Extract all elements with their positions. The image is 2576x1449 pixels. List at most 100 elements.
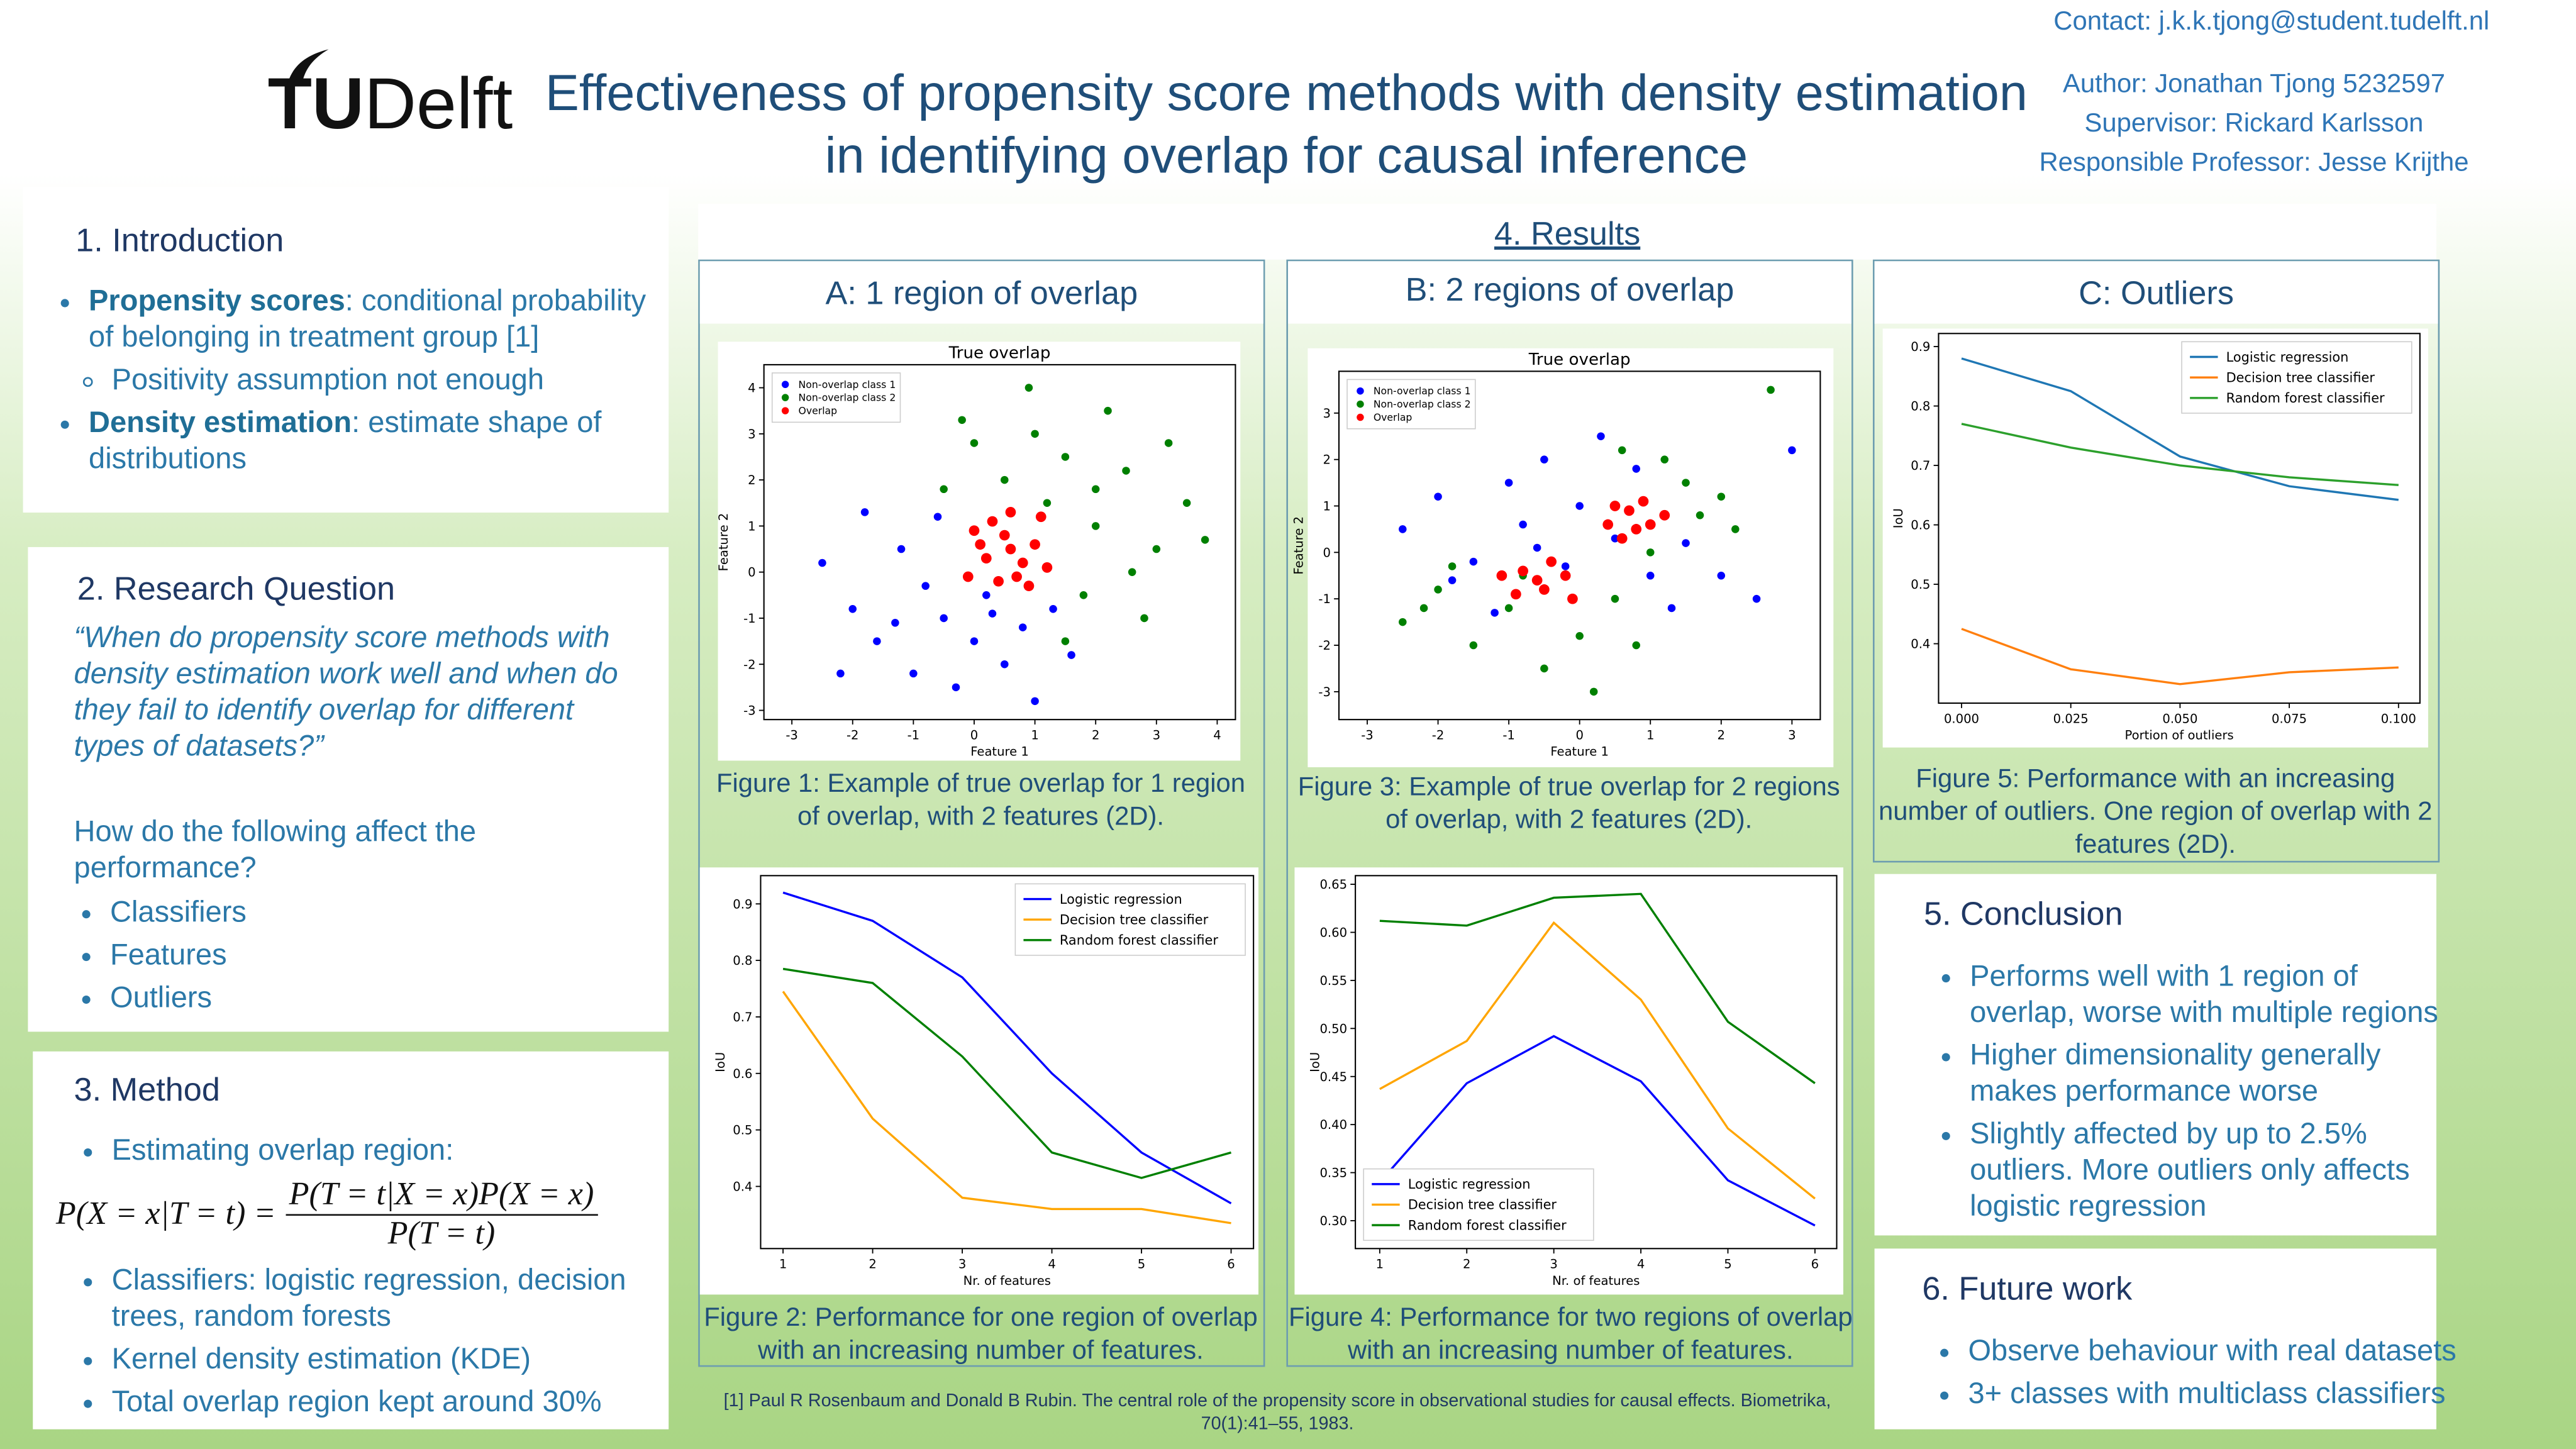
point xyxy=(1611,534,1619,543)
point xyxy=(993,575,1004,587)
line xyxy=(782,967,1231,1179)
x-tick-label: -2 xyxy=(1432,728,1445,743)
point xyxy=(1005,543,1016,555)
x-tick-label: -1 xyxy=(908,728,920,743)
point xyxy=(1017,557,1028,569)
y-tick-label: 0.35 xyxy=(1319,1166,1347,1180)
chart: True overlap -3 -2 -1 0 1 2 3 4 -3 -2 -1 0 1 2 3 4 Featur… xyxy=(716,343,1236,759)
point xyxy=(1597,432,1605,441)
title: Effectiveness of propensity score method… xyxy=(545,64,2028,184)
x-tick-label: 0.000 xyxy=(1944,711,1979,726)
y-tick-label: 2 xyxy=(1323,453,1330,467)
point xyxy=(1540,664,1548,673)
caption: Figure 1: Example of true overlap for 1 … xyxy=(716,770,1245,831)
panel-title: A: 1 region of overlap xyxy=(699,261,1263,324)
point xyxy=(1618,446,1626,455)
x-tick-label: 0 xyxy=(1575,728,1583,743)
y-tick-label: -3 xyxy=(743,704,756,718)
legend-label: Logistic regression xyxy=(2226,350,2349,365)
legend-marker xyxy=(781,394,789,401)
x-tick-label: 4 xyxy=(1637,1257,1645,1272)
point xyxy=(1731,525,1740,533)
chart: 0.000 0.025 0.050 0.075 0.100 0.4 0.5 0.6 0.7 0.8… xyxy=(1891,333,2421,743)
formula-lhs: P(X = x|T = t) = xyxy=(55,1196,276,1233)
x-tick-label: -2 xyxy=(847,728,859,743)
point xyxy=(962,571,974,582)
point xyxy=(1140,614,1148,623)
question: “When do propensity score methods with d… xyxy=(74,621,618,763)
fraction: P(T = t|X = x)P(X = x) P(T = t) xyxy=(286,1176,597,1253)
point xyxy=(891,619,899,627)
y-tick-label: 0.40 xyxy=(1319,1118,1347,1132)
x-tick-label: 3 xyxy=(1153,728,1160,743)
legend-label: Random forest classifier xyxy=(1060,933,1218,948)
item: Total overlap region kept around 30% xyxy=(112,1384,670,1419)
method: 3. Method Estimating overlap region: P(X… xyxy=(33,1051,670,1430)
x-tick-label: 0.100 xyxy=(2381,711,2416,726)
y-tick-label: 0.4 xyxy=(733,1180,752,1194)
point xyxy=(975,539,985,550)
y-tick-label: 0 xyxy=(748,565,755,580)
point xyxy=(1560,570,1571,581)
point xyxy=(1061,637,1070,645)
y-tick-label: 3 xyxy=(748,427,755,441)
point xyxy=(1767,386,1775,394)
point xyxy=(1546,556,1557,567)
point xyxy=(1646,548,1655,557)
item: Slightly affected by up to 2.5% outliers… xyxy=(1970,1116,2463,1224)
point xyxy=(1049,605,1057,613)
item: Performs well with 1 region of overlap, … xyxy=(1970,958,2463,1030)
line xyxy=(1379,892,1816,1084)
conclusion-list: Performs well with 1 region of overlap, … xyxy=(1934,958,2463,1231)
results-header: 4. Results xyxy=(698,203,2436,260)
x-tick-label: 3 xyxy=(1788,728,1796,743)
caption: Figure 4: Performance for two regions of… xyxy=(1288,1304,1853,1365)
point xyxy=(940,485,948,494)
chart: 1 2 3 4 5 6 0.30 0.35 0.40 0.45 0.50 0.55 0.60 0.65 Nr… xyxy=(1308,875,1838,1288)
y-axis-label: Feature 2 xyxy=(1292,516,1306,575)
point xyxy=(1448,576,1457,584)
point xyxy=(933,513,942,521)
x-tick-label: 5 xyxy=(1138,1257,1145,1272)
axes-frame xyxy=(1338,370,1821,721)
x-axis-label: Nr. of features xyxy=(1552,1274,1640,1288)
point xyxy=(987,516,998,527)
y-tick-label: 0.8 xyxy=(733,953,752,968)
supervisor: Supervisor: Rickard Karlsson xyxy=(2084,110,2424,138)
y-tick-label: 0.45 xyxy=(1319,1070,1347,1084)
point xyxy=(1682,539,1690,547)
x-tick-label: -3 xyxy=(786,728,798,743)
point xyxy=(1091,485,1100,494)
logo-tu: TU xyxy=(267,64,365,145)
x-tick-label: 4 xyxy=(1048,1257,1055,1272)
plot-area xyxy=(1399,386,1796,696)
x-tick-label: 1 xyxy=(779,1257,787,1272)
text: : estimate shape of distributions xyxy=(89,406,602,475)
point xyxy=(1561,562,1570,570)
point xyxy=(848,605,857,613)
point xyxy=(1104,406,1112,415)
method-list: Estimating overlap region: xyxy=(75,1132,454,1175)
conclusion: 5. Conclusion Performs well with 1 regio… xyxy=(1874,874,2438,1236)
item: Outliers xyxy=(110,979,247,1015)
x-tick-label: 3 xyxy=(958,1257,966,1272)
y-axis-label: IoU xyxy=(713,1052,728,1072)
point xyxy=(1030,539,1040,550)
point xyxy=(836,669,845,678)
y-tick-label: 1 xyxy=(748,519,755,533)
point xyxy=(940,614,948,623)
point xyxy=(1660,455,1669,464)
y-tick-label: -2 xyxy=(1318,638,1331,653)
y-tick-label: 0.7 xyxy=(733,1010,752,1024)
item: Kernel density estimation (KDE) xyxy=(112,1341,670,1377)
point xyxy=(1491,609,1499,617)
line xyxy=(782,991,1231,1224)
line xyxy=(1379,1035,1816,1227)
logo-delft: Delft xyxy=(364,64,513,145)
denominator: P(T = t) xyxy=(387,1216,496,1252)
text: : conditional probability of belonging i… xyxy=(89,284,647,353)
legend-label: Non-overlap class 2 xyxy=(799,392,896,404)
y-tick-label: 0.60 xyxy=(1319,926,1347,940)
point xyxy=(1018,623,1027,631)
